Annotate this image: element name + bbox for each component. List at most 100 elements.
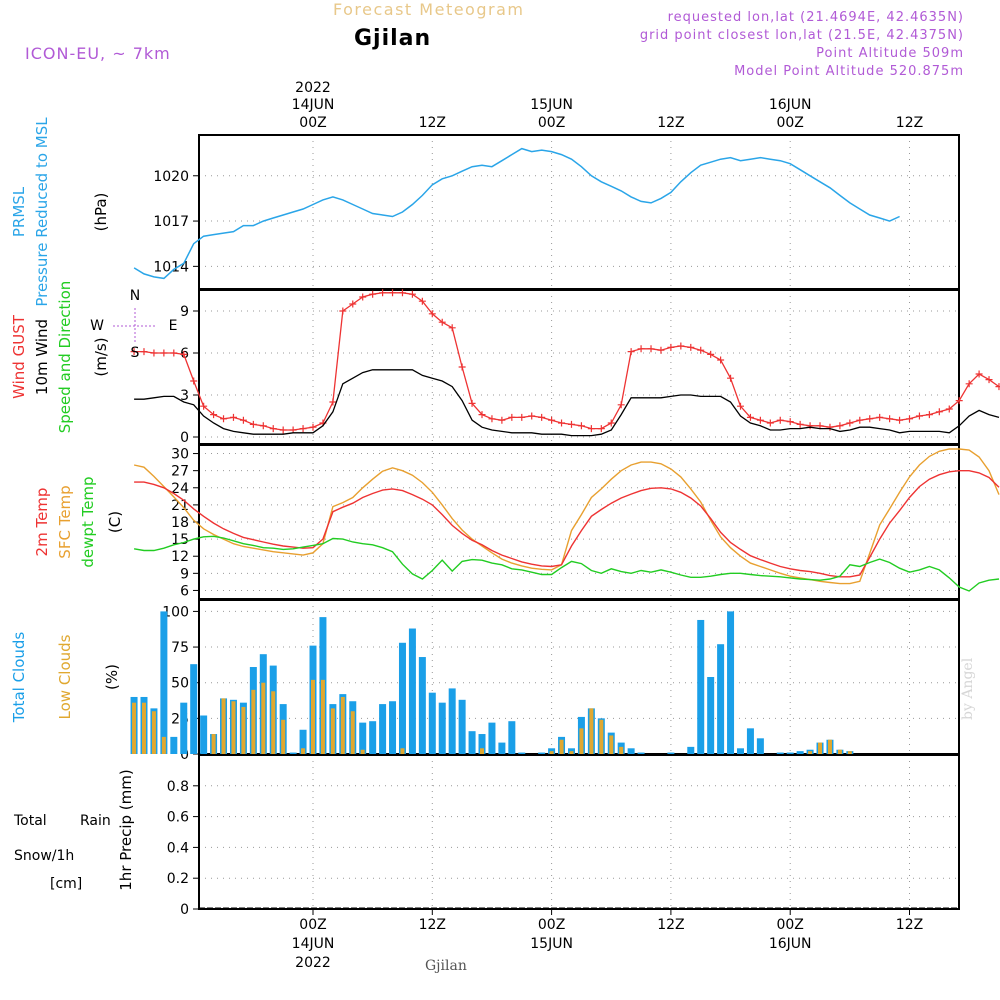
ytick-label: 0.8: [167, 779, 189, 795]
ytick-label: 75: [171, 640, 189, 656]
temp-unit: (C): [106, 511, 124, 533]
gust-marker: [567, 420, 575, 428]
top-time-label: 00Z: [776, 115, 803, 131]
gust-marker: [200, 402, 208, 410]
prmsl-label: PRMSL: [10, 186, 28, 237]
gust-marker: [846, 419, 854, 427]
ytick-label: 27: [171, 464, 189, 480]
top-date-label: 15JUN: [530, 97, 573, 113]
wind-label: 10m Wind: [33, 319, 51, 395]
bottom-time-label: 12Z: [419, 917, 446, 933]
gust-marker: [925, 411, 933, 419]
ytick-label: 30: [171, 447, 189, 463]
gust-marker: [677, 342, 685, 350]
bottom-time-label: 00Z: [538, 917, 565, 933]
gust-marker: [776, 416, 784, 424]
footer-station: Gjilan: [425, 958, 467, 974]
gust-marker: [408, 290, 416, 298]
low-cloud-bar: [360, 749, 365, 754]
gust-marker: [498, 416, 506, 424]
gust-marker: [518, 413, 526, 421]
wind-line: [134, 369, 1000, 437]
compass-s: S: [131, 345, 140, 361]
total-cloud-bar: [538, 752, 546, 754]
gust-marker: [548, 416, 556, 424]
gust-marker: [269, 425, 277, 433]
gust-marker: [428, 310, 436, 318]
gust-marker: [180, 350, 188, 358]
low-cloud-bar: [271, 691, 276, 754]
gust-marker: [190, 377, 198, 385]
total-cloud-bar: [408, 628, 416, 754]
low-cloud-bar: [231, 701, 236, 754]
low-cloud-bar: [330, 708, 335, 754]
gust-marker: [478, 411, 486, 419]
low-cloud-bar: [221, 698, 226, 754]
gust-marker: [637, 345, 645, 353]
gust-marker: [866, 415, 874, 423]
gust-marker: [349, 300, 357, 308]
gust-marker: [538, 413, 546, 421]
top-time-label: 12Z: [419, 115, 446, 131]
total-cloud-bar: [458, 699, 466, 754]
gust-marker: [667, 343, 675, 351]
gust-marker: [508, 413, 516, 421]
ytick-label: 12: [171, 549, 189, 565]
gust-marker: [309, 423, 317, 431]
total-cloud-bar: [756, 738, 764, 754]
top-date-label: 16JUN: [769, 97, 812, 113]
total-cloud-bar: [736, 748, 744, 754]
top-time-label: 12Z: [657, 115, 684, 131]
wind-dir-label: Speed and Direction: [56, 281, 74, 434]
low-cloud-bar: [559, 739, 564, 754]
ytick-label: 50: [171, 676, 189, 692]
total-cloud-bar: [160, 611, 168, 754]
bottom-time-label: 12Z: [896, 917, 923, 933]
gust-marker: [647, 345, 655, 353]
low-cloud-bar: [619, 746, 624, 754]
compass-e: E: [169, 318, 178, 334]
dewpt-line: [133, 535, 1000, 592]
total-cloud-bar: [200, 715, 208, 754]
gust-marker: [975, 370, 983, 378]
gust-marker: [607, 419, 615, 427]
gust-marker: [876, 413, 884, 421]
gust-marker: [229, 413, 237, 421]
gust-marker: [896, 416, 904, 424]
gust-marker: [806, 422, 814, 430]
low-cloud-bar: [837, 749, 842, 754]
gust-marker: [707, 350, 715, 358]
low-cloud-bar: [261, 682, 266, 754]
point-altitude: Point Altitude 509m: [816, 46, 964, 61]
gust-marker: [766, 419, 774, 427]
total-cloud-bar: [389, 701, 397, 754]
pressure-unit: (hPa): [92, 193, 110, 232]
gust-label: Wind GUST: [10, 314, 28, 399]
ytick-label: 24: [171, 481, 189, 497]
total-cloud-bar: [398, 642, 406, 754]
gust-marker: [796, 420, 804, 428]
ytick-label: 1020: [153, 169, 189, 185]
total-cloud-bar: [776, 752, 784, 754]
gust-marker: [617, 401, 625, 409]
total-label: Total: [13, 813, 47, 829]
gust-marker: [448, 324, 456, 332]
top-time-label: 00Z: [299, 115, 326, 131]
ytick-label: 3: [180, 388, 189, 404]
ytick-label: 21: [171, 498, 189, 514]
gust-marker: [756, 416, 764, 424]
total-cloud-bar: [627, 748, 635, 754]
gust-line: [134, 292, 1000, 431]
low-cloud-bar: [151, 711, 156, 754]
station-name: Gjilan: [354, 26, 432, 51]
low-cloud-bar: [141, 702, 146, 754]
temp2m-line: [134, 470, 1000, 578]
total-cloud-bar: [498, 742, 506, 754]
gust-marker: [736, 402, 744, 410]
low-cloud-bar: [211, 734, 216, 754]
gust-marker: [398, 289, 406, 297]
total-cloud-bar: [697, 619, 705, 754]
gust-marker: [945, 405, 953, 413]
gust-marker: [160, 349, 168, 357]
